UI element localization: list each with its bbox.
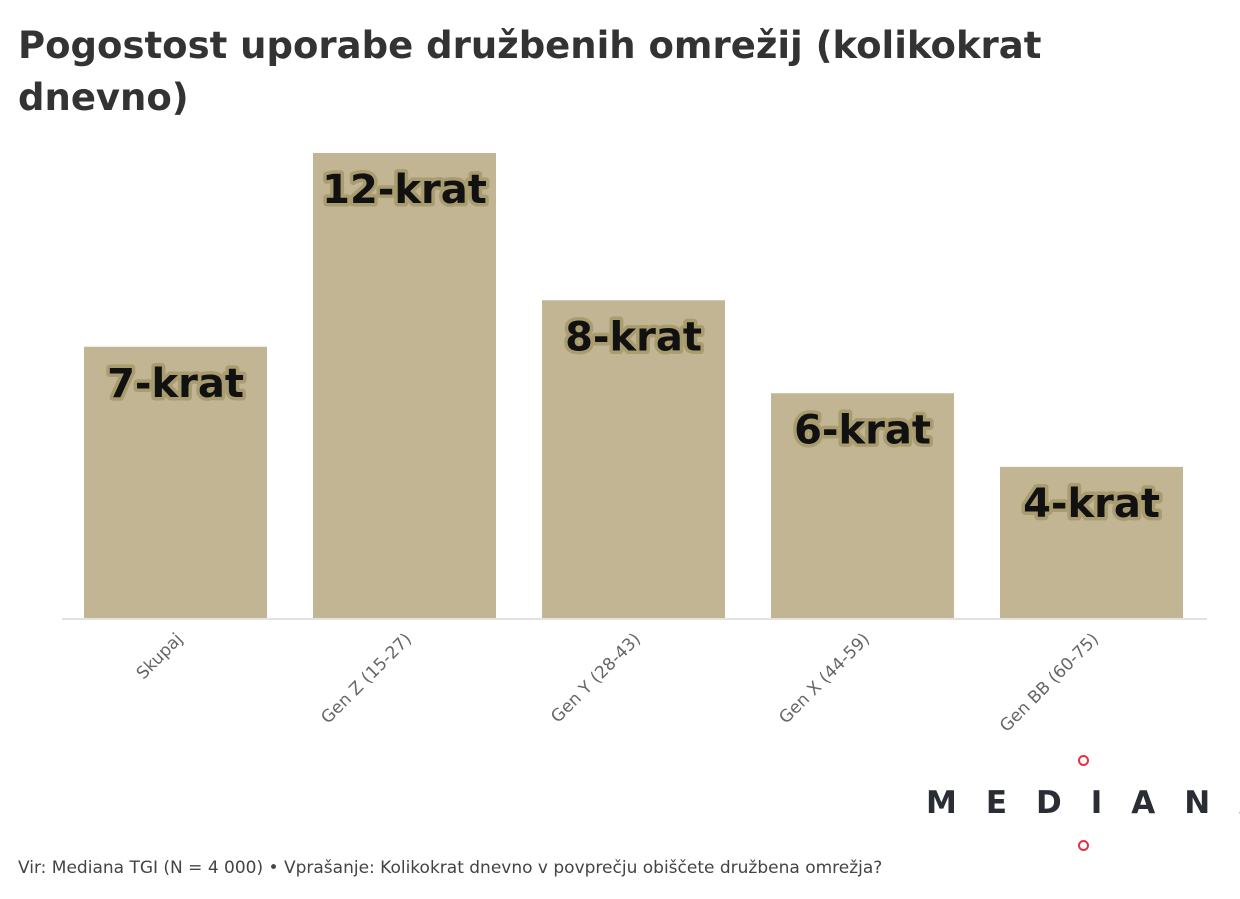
x-tick-label: Gen Z (15-27) (317, 629, 416, 728)
logo-text: MEDIANA (926, 785, 1240, 821)
logo-dot-top (1078, 755, 1089, 766)
x-tick-label: Skupaj (133, 629, 187, 683)
bar (1000, 466, 1183, 618)
logo-dot-bottom (1078, 840, 1089, 851)
bar (313, 153, 496, 618)
bar (84, 346, 267, 618)
bar (542, 300, 725, 618)
data-label: 8-krat (565, 314, 702, 360)
x-tick-label: Gen X (44-59) (775, 629, 874, 728)
data-label: 6-krat (794, 407, 931, 453)
data-label: 4-krat (1023, 481, 1160, 527)
chart-title: Pogostost uporabe družbenih omrežij (kol… (18, 24, 1042, 119)
data-label: 12-krat (322, 167, 487, 213)
data-label: 7-krat (107, 361, 244, 407)
x-tick-label: Gen BB (60-75) (996, 629, 1103, 736)
source-footer: Vir: Mediana TGI (N = 4 000) • Vprašanje… (18, 858, 883, 878)
bar (771, 393, 954, 618)
x-tick-label: Gen Y (28-43) (547, 629, 645, 727)
